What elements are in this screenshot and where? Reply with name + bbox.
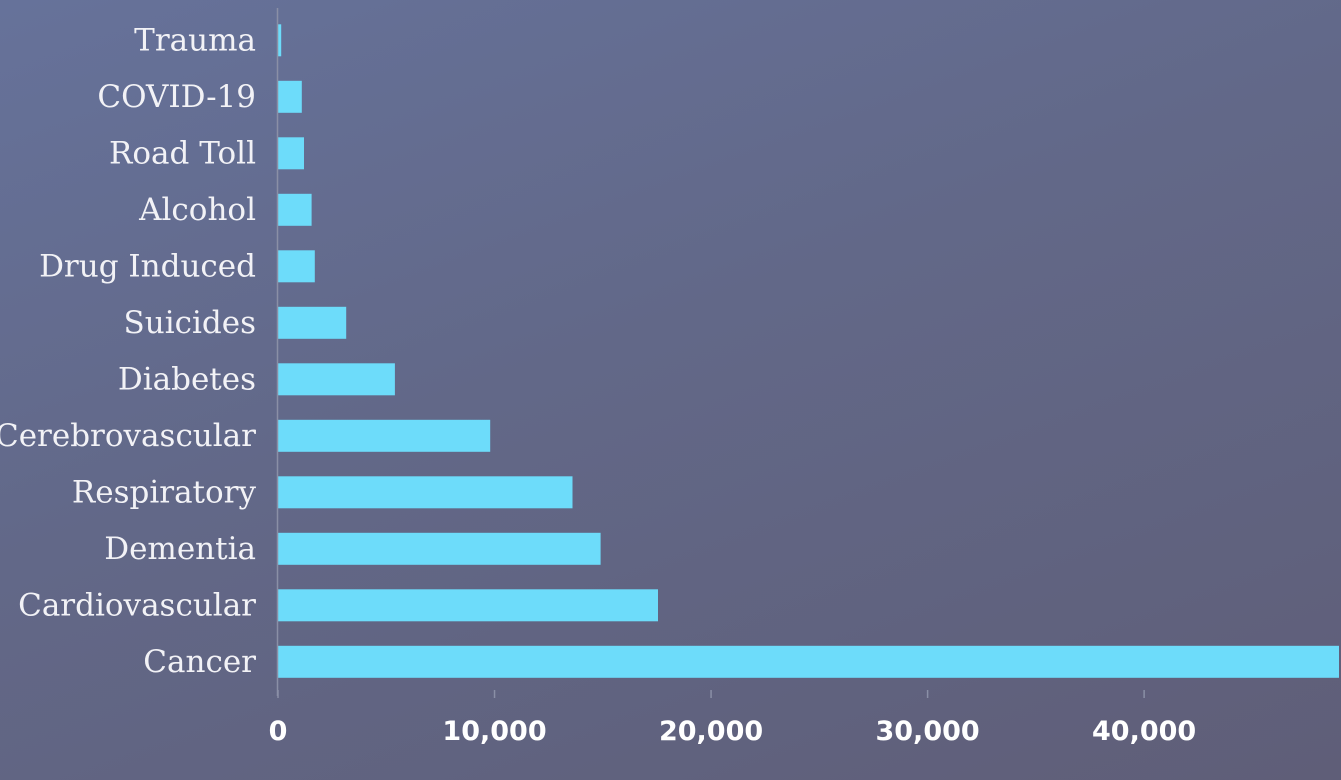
bar-alcohol — [278, 193, 312, 226]
bar-cardiovascular — [278, 589, 658, 622]
category-label: Diabetes — [118, 361, 256, 397]
bar-trauma — [278, 24, 282, 57]
x-tick-label: 30,000 — [875, 716, 979, 747]
x-tick-label: 20,000 — [659, 716, 763, 747]
bar-diabetes — [278, 363, 395, 396]
category-label: Suicides — [124, 305, 257, 341]
category-label: Cancer — [143, 644, 256, 680]
category-label: Cardiovascular — [18, 587, 256, 623]
bar-cerebrovascular — [278, 419, 491, 452]
category-label: Alcohol — [138, 192, 256, 228]
category-label: Dementia — [104, 531, 256, 567]
category-label: Cerebrovascular — [0, 418, 256, 454]
x-tick-label: 40,000 — [1092, 716, 1196, 747]
bar-dementia — [278, 532, 601, 565]
bar-covid-19 — [278, 80, 302, 113]
x-tick-label: 10,000 — [442, 716, 546, 747]
category-label: Road Toll — [109, 135, 256, 171]
category-label: Drug Induced — [39, 248, 256, 284]
bar-road-toll — [278, 137, 304, 170]
bar-respiratory — [278, 476, 573, 509]
category-label: Respiratory — [72, 474, 257, 510]
bar-cancer — [278, 645, 1339, 678]
bar-suicides — [278, 306, 347, 339]
x-tick-label: 0 — [269, 716, 288, 747]
category-label: COVID-19 — [97, 79, 256, 115]
category-label: Trauma — [134, 22, 256, 58]
bar-drug-induced — [278, 250, 315, 283]
